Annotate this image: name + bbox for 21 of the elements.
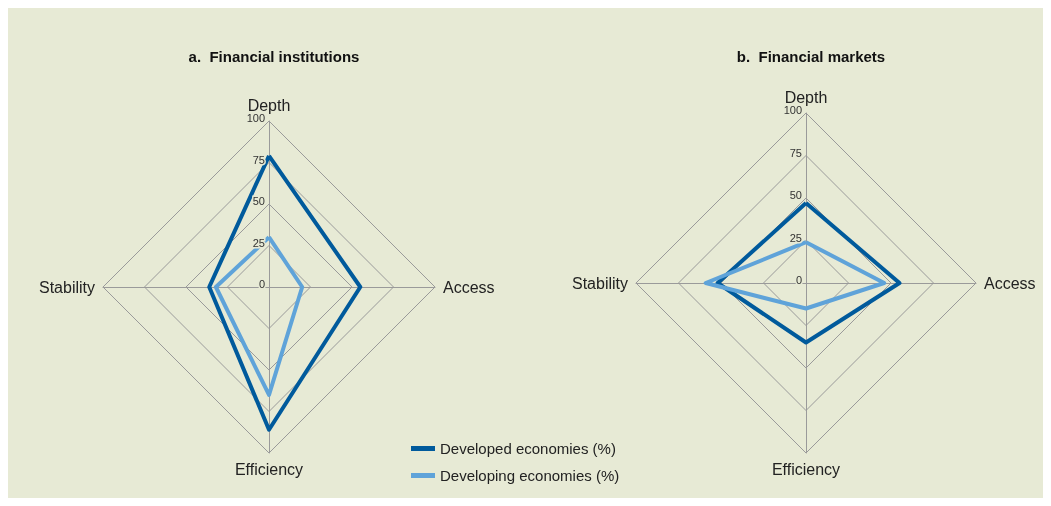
y-tick-label: 100 bbox=[246, 112, 265, 124]
y-tick-label: 25 bbox=[789, 231, 802, 244]
chart-title: a. Financial institutions bbox=[188, 48, 360, 65]
spoke-label: Stability bbox=[571, 274, 628, 292]
spoke-label: Efficiency bbox=[234, 460, 304, 478]
y-tick-label: 0 bbox=[795, 274, 802, 286]
spoke-label: Access bbox=[984, 274, 1036, 292]
legend-label: Developed economies (%) bbox=[440, 440, 616, 457]
spoke-label: Depth bbox=[247, 96, 291, 114]
y-tick-label: 50 bbox=[789, 189, 802, 201]
y-tick-label: 50 bbox=[252, 195, 265, 207]
legend-label: Developing economies (%) bbox=[440, 467, 620, 484]
chart-title: b. Financial markets bbox=[736, 48, 886, 65]
spoke-label: Efficiency bbox=[771, 460, 841, 478]
spoke-label: Access bbox=[443, 278, 495, 296]
y-tick-label: 100 bbox=[783, 104, 802, 116]
y-tick-label: 75 bbox=[252, 153, 265, 166]
spoke-label: Stability bbox=[38, 278, 95, 296]
y-tick-label: 75 bbox=[789, 146, 802, 159]
y-tick-label: 0 bbox=[258, 278, 265, 290]
spoke-label: Depth bbox=[784, 88, 828, 106]
